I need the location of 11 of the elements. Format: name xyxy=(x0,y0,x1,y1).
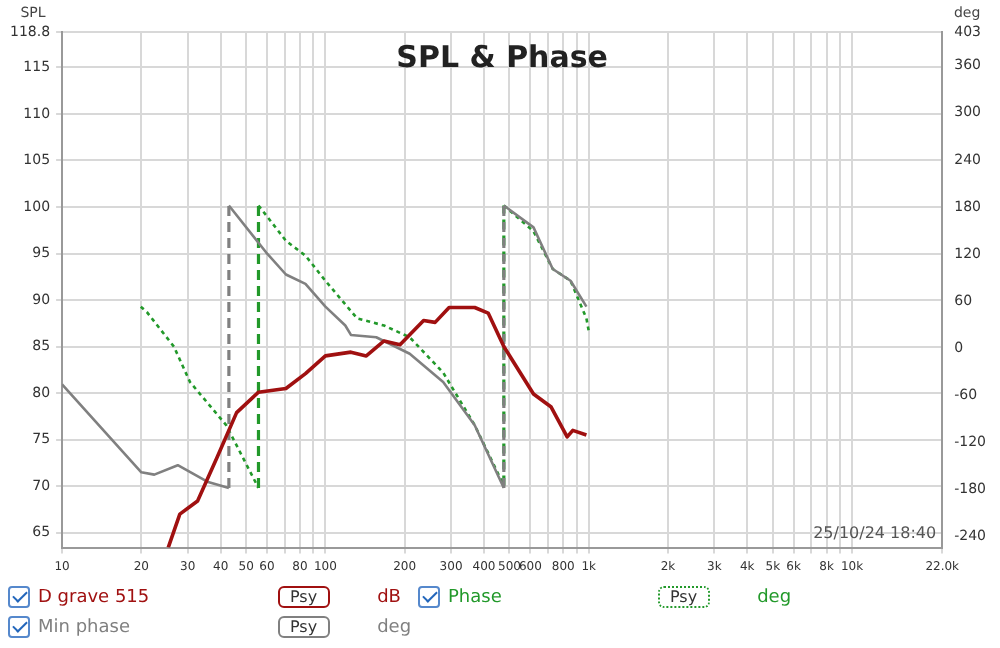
text: deg xyxy=(757,587,792,607)
text: Psy xyxy=(278,586,330,608)
text: D grave 515 xyxy=(38,587,152,607)
chart-title: SPL & Phase xyxy=(396,38,608,75)
annotation: 25/10/24 18:40 xyxy=(813,523,937,542)
text: Min phase xyxy=(38,617,132,637)
text: dB xyxy=(377,587,401,607)
text: Psy xyxy=(278,616,330,638)
text: Phase xyxy=(448,587,504,607)
text: Psy xyxy=(658,586,710,608)
text: deg xyxy=(377,617,412,637)
